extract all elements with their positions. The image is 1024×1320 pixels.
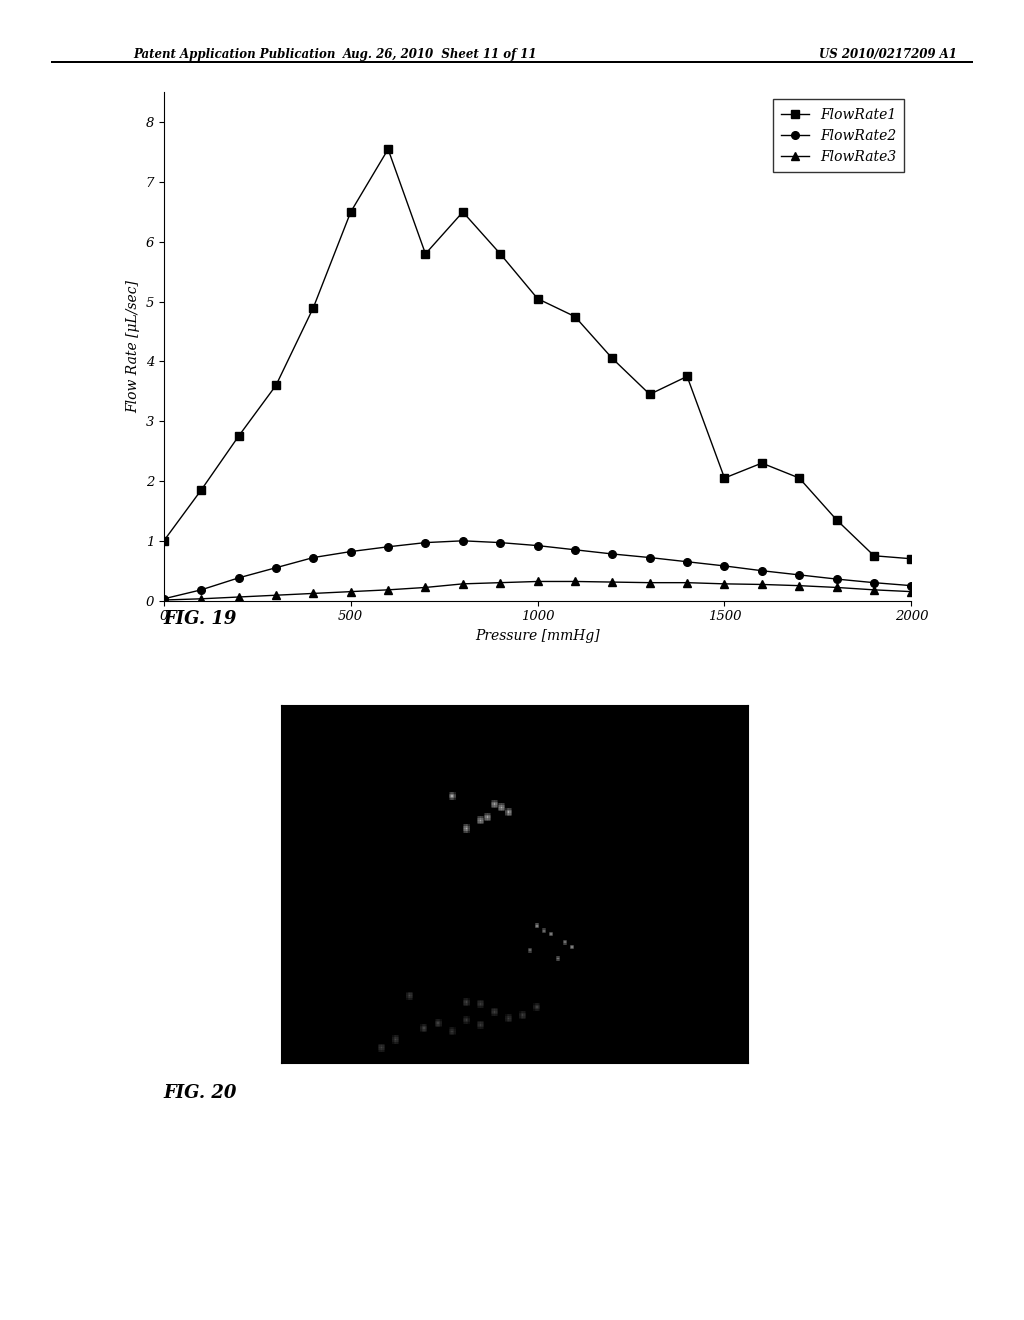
- Line: FlowRate3: FlowRate3: [160, 578, 915, 603]
- X-axis label: Pressure [mmHg]: Pressure [mmHg]: [475, 628, 600, 643]
- Text: Aug. 26, 2010  Sheet 11 of 11: Aug. 26, 2010 Sheet 11 of 11: [343, 48, 538, 61]
- FlowRate3: [643, 574, 655, 590]
- FlowRate3: [195, 591, 207, 607]
- FlowRate1: [531, 290, 544, 306]
- FlowRate3: [382, 582, 394, 598]
- FlowRate1: [195, 482, 207, 498]
- FlowRate3: [531, 574, 544, 590]
- FlowRate3: [905, 583, 918, 599]
- FlowRate2: [420, 535, 432, 550]
- Text: FIG. 20: FIG. 20: [164, 1084, 238, 1102]
- FlowRate3: [494, 574, 506, 590]
- FlowRate2: [307, 549, 319, 565]
- FlowRate1: [756, 455, 768, 471]
- FlowRate2: [457, 533, 469, 549]
- FlowRate3: [232, 589, 245, 605]
- FlowRate3: [158, 593, 170, 609]
- Legend: FlowRate1, FlowRate2, FlowRate3: FlowRate1, FlowRate2, FlowRate3: [773, 99, 904, 172]
- FlowRate1: [344, 205, 357, 220]
- Text: US 2010/0217209 A1: US 2010/0217209 A1: [819, 48, 957, 61]
- FlowRate3: [830, 579, 843, 595]
- FlowRate1: [158, 533, 170, 549]
- FlowRate1: [270, 378, 283, 393]
- FlowRate1: [868, 548, 881, 564]
- FlowRate2: [158, 591, 170, 607]
- FlowRate1: [606, 351, 618, 367]
- FlowRate3: [569, 574, 582, 590]
- FlowRate1: [905, 550, 918, 566]
- FlowRate3: [270, 587, 283, 603]
- FlowRate3: [793, 578, 805, 594]
- FlowRate1: [382, 141, 394, 157]
- FlowRate2: [756, 562, 768, 578]
- FlowRate3: [606, 574, 618, 590]
- Text: Patent Application Publication: Patent Application Publication: [133, 48, 336, 61]
- FlowRate2: [195, 582, 207, 598]
- FlowRate2: [793, 568, 805, 583]
- FlowRate2: [681, 554, 693, 570]
- FlowRate1: [681, 368, 693, 384]
- FlowRate1: [494, 246, 506, 261]
- FlowRate3: [719, 576, 731, 591]
- FlowRate1: [307, 300, 319, 315]
- Text: FIG. 19: FIG. 19: [164, 610, 238, 628]
- FlowRate2: [232, 570, 245, 586]
- FlowRate2: [270, 560, 283, 576]
- FlowRate1: [457, 205, 469, 220]
- FlowRate2: [494, 535, 506, 550]
- FlowRate3: [344, 583, 357, 599]
- Y-axis label: Flow Rate [μL/sec]: Flow Rate [μL/sec]: [126, 280, 140, 413]
- FlowRate1: [569, 309, 582, 325]
- FlowRate1: [830, 512, 843, 528]
- FlowRate3: [868, 582, 881, 598]
- FlowRate1: [793, 470, 805, 486]
- FlowRate2: [905, 578, 918, 594]
- FlowRate3: [756, 577, 768, 593]
- FlowRate2: [569, 541, 582, 557]
- FlowRate3: [420, 579, 432, 595]
- FlowRate2: [868, 574, 881, 590]
- FlowRate3: [307, 586, 319, 602]
- FlowRate2: [643, 549, 655, 565]
- FlowRate3: [457, 576, 469, 591]
- FlowRate2: [719, 558, 731, 574]
- FlowRate2: [382, 539, 394, 554]
- FlowRate2: [531, 537, 544, 553]
- Line: FlowRate2: FlowRate2: [160, 537, 915, 603]
- FlowRate1: [420, 246, 432, 261]
- FlowRate1: [643, 387, 655, 403]
- Line: FlowRate1: FlowRate1: [160, 145, 915, 562]
- FlowRate2: [344, 544, 357, 560]
- FlowRate1: [719, 470, 731, 486]
- FlowRate1: [232, 428, 245, 444]
- FlowRate2: [830, 572, 843, 587]
- FlowRate3: [681, 574, 693, 590]
- FlowRate2: [606, 546, 618, 562]
